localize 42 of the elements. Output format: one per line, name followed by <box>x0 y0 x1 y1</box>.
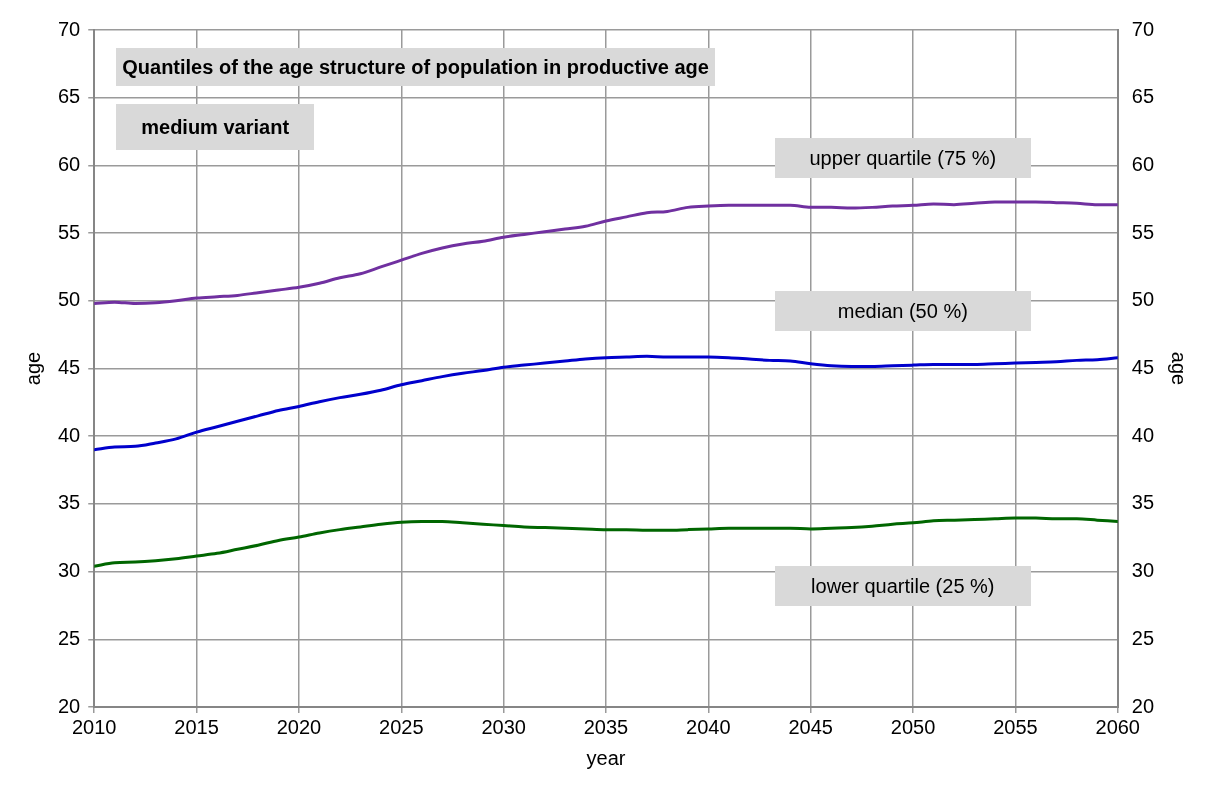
y-tick-label: 50 <box>58 288 81 311</box>
y-tick-label: 55 <box>58 220 81 243</box>
x-tick-label: 2010 <box>72 715 117 738</box>
y-tick-label: 20 <box>58 694 81 717</box>
y2-tick-label: 45 <box>1131 356 1154 379</box>
text-box: Quantiles of the age structure of population in productive age <box>116 47 715 86</box>
y-tick-label: 35 <box>58 491 81 514</box>
text-box: median (50 %) <box>774 291 1031 332</box>
y2-tick-label: 35 <box>1131 491 1154 514</box>
y2-tick-label: 55 <box>1131 220 1154 243</box>
y2-tick-label: 70 <box>1131 17 1154 40</box>
x-tick-label: 2015 <box>174 715 219 738</box>
y-tick-label: 40 <box>58 423 81 446</box>
y2-tick-label: 20 <box>1131 694 1154 717</box>
x-tick-label: 2020 <box>276 715 322 738</box>
x-tick-label: 2025 <box>379 715 424 738</box>
text-box: medium variant <box>116 104 315 151</box>
y-tick-label: 60 <box>58 152 81 175</box>
x-tick-label: 2045 <box>788 715 833 738</box>
line-series <box>94 516 1118 568</box>
x-tick-label: 2060 <box>1095 715 1140 738</box>
text-box: lower quartile (25 %) <box>774 566 1031 607</box>
y2-tick-label: 40 <box>1131 423 1154 446</box>
x-tick-label: 2040 <box>686 715 731 738</box>
y-tick-label: 65 <box>58 85 81 108</box>
y-axis-title: age <box>21 351 44 386</box>
y-tick-label: 25 <box>58 626 81 649</box>
y2-tick-label: 65 <box>1131 85 1154 108</box>
y-tick-label: 70 <box>58 17 81 40</box>
y2-tick-label: 50 <box>1131 288 1154 311</box>
text-box: upper quartile (75 %) <box>774 138 1031 179</box>
y-tick-label: 45 <box>58 356 81 379</box>
x-tick-label: 2050 <box>890 715 936 738</box>
y2-tick-label: 25 <box>1131 626 1154 649</box>
y2-axis-title: age <box>1168 351 1191 386</box>
y2-tick-label: 30 <box>1131 559 1154 582</box>
y-tick-label: 30 <box>58 559 81 582</box>
x-tick-label: 2035 <box>583 715 629 738</box>
x-tick-label: 2030 <box>481 715 526 738</box>
x-axis-title: year <box>586 746 626 769</box>
x-tick-label: 2055 <box>993 715 1038 738</box>
y2-tick-label: 60 <box>1131 152 1154 175</box>
